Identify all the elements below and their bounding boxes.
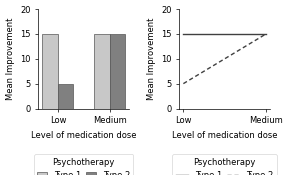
- X-axis label: Level of medication dose: Level of medication dose: [31, 131, 137, 140]
- Y-axis label: Mean Improvement: Mean Improvement: [5, 18, 15, 100]
- Bar: [94, 34, 109, 108]
- X-axis label: Level of medication dose: Level of medication dose: [172, 131, 277, 140]
- Legend: Type 1, Type 2: Type 1, Type 2: [34, 154, 133, 175]
- Legend: Type 1, Type 2: Type 1, Type 2: [173, 154, 277, 175]
- Bar: [42, 34, 58, 108]
- Bar: [109, 34, 125, 108]
- Y-axis label: Mean Improvement: Mean Improvement: [147, 18, 156, 100]
- Bar: [58, 84, 73, 108]
